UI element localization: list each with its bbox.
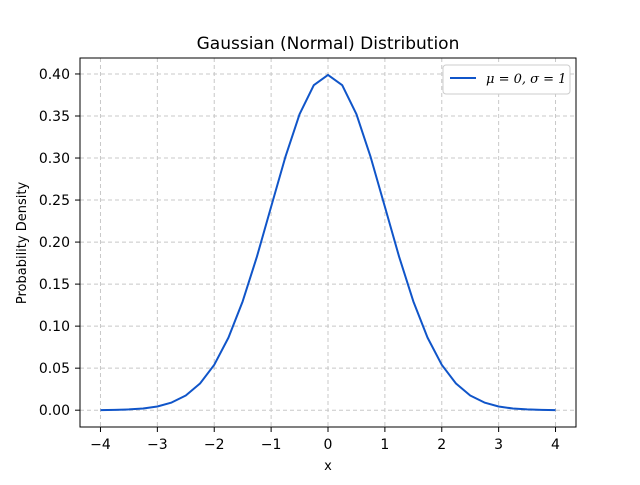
y-tick-label: 0.25 bbox=[39, 193, 70, 209]
y-tick-label: 0.05 bbox=[39, 361, 70, 377]
grid-lines bbox=[80, 58, 576, 427]
y-tick-label: 0.35 bbox=[39, 109, 70, 125]
y-tick-label: 0.20 bbox=[39, 235, 70, 251]
x-tick-label: −2 bbox=[204, 437, 225, 453]
legend: μ = 0, σ = 1 bbox=[442, 64, 571, 95]
legend-box bbox=[442, 64, 571, 95]
x-tick-label: 2 bbox=[437, 437, 446, 453]
x-axis-label: x bbox=[324, 459, 332, 474]
y-tick-label: 0.30 bbox=[39, 151, 70, 167]
x-tick-label: −3 bbox=[147, 437, 168, 453]
x-tick-label: 3 bbox=[494, 437, 503, 453]
chart-title: Gaussian (Normal) Distribution bbox=[197, 34, 460, 54]
x-tick-label: 0 bbox=[324, 437, 333, 453]
y-tick-label: 0.40 bbox=[39, 67, 70, 83]
series-layer bbox=[100, 73, 556, 412]
series-line bbox=[100, 73, 556, 412]
x-tick-label: 4 bbox=[551, 437, 560, 453]
y-tick-label: 0.15 bbox=[39, 277, 70, 293]
x-tick-label: −4 bbox=[90, 437, 111, 453]
axis-ticks: −4 −3 −2 −1 0 1 2 3 4 0.00 0.05 0.10 0.15 0.20 0.25 0.3… bbox=[39, 67, 560, 453]
y-axis-label: Probability Density bbox=[15, 182, 30, 305]
y-tick-label: 0.10 bbox=[39, 319, 70, 335]
x-tick-label: 1 bbox=[380, 437, 389, 453]
legend-label: μ = 0, σ = 1 bbox=[486, 72, 566, 87]
x-tick-label: −1 bbox=[261, 437, 282, 453]
y-tick-label: 0.00 bbox=[39, 403, 70, 419]
